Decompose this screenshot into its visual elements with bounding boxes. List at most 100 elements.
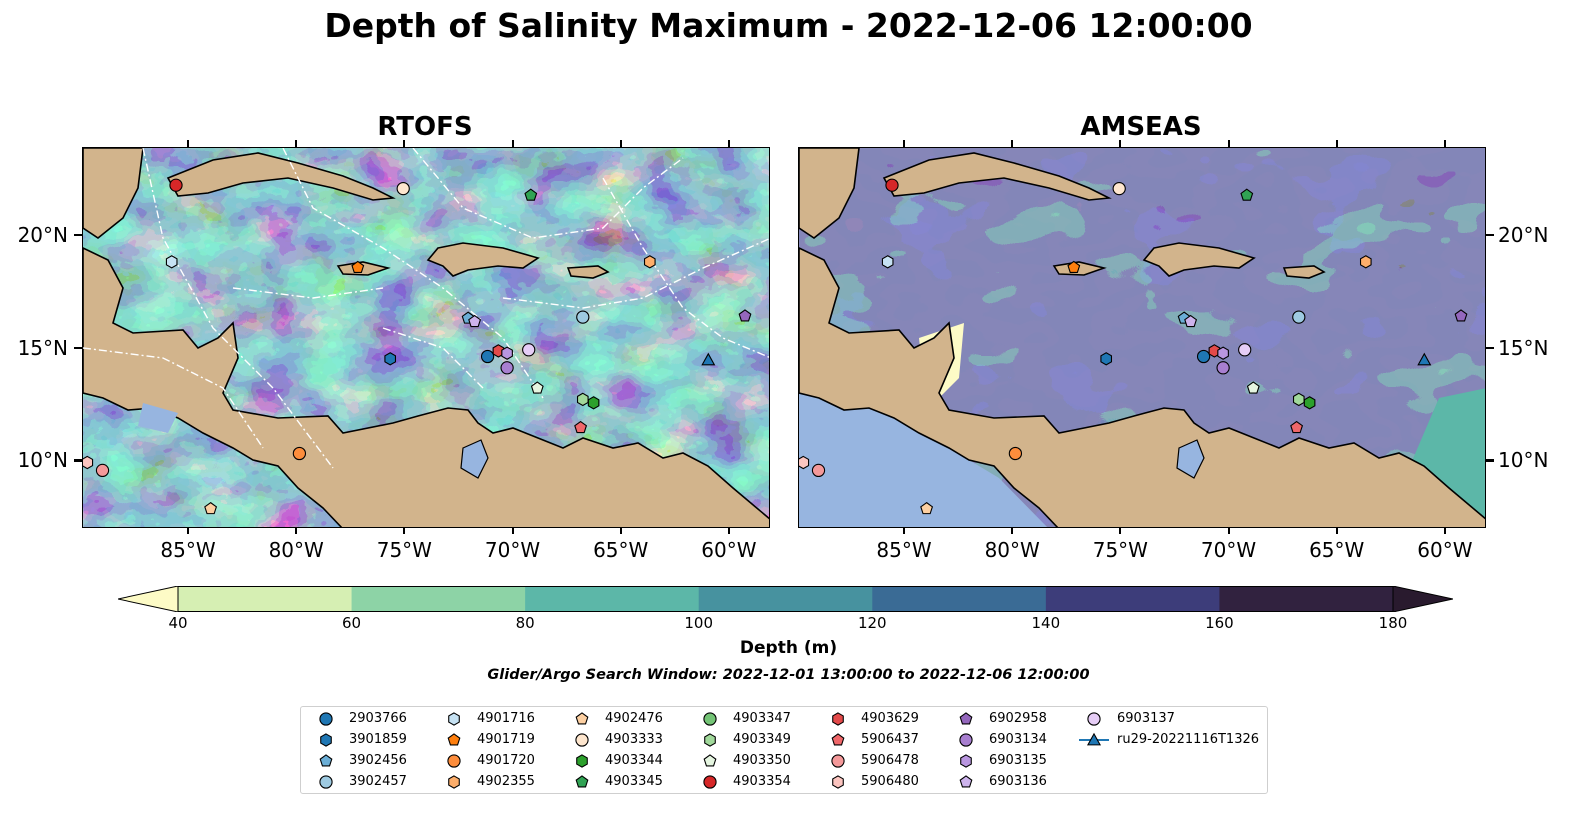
x-tick-label: 65°W [1309,538,1365,562]
float-marker-ru29-20221116T1326[interactable] [701,352,716,366]
float-marker-3902457[interactable] [1292,310,1306,324]
panel-title-amseas: AMSEAS [1080,112,1202,142]
legend-label: 4901719 [477,732,535,747]
map-rtofs[interactable] [82,147,770,528]
float-marker-4903345[interactable] [1240,188,1254,201]
float-marker-4903344[interactable] [1303,396,1316,410]
legend-symbol [704,732,716,747]
x-tick-label: 80°W [268,538,324,562]
float-marker-5906478[interactable] [95,463,110,478]
float-marker-5906437[interactable] [574,420,588,434]
float-marker-6902958[interactable] [1454,309,1468,322]
float-marker-3901859[interactable] [384,352,397,366]
float-marker-5906478[interactable] [811,463,826,478]
float-marker-4902355[interactable] [1359,255,1372,269]
float-marker-6903136[interactable] [1184,314,1198,328]
float-marker-4903354[interactable] [169,178,183,192]
legend-label: 4903629 [861,711,919,726]
float-marker-5906480[interactable] [83,455,94,470]
legend-item: 4902355 [439,771,535,792]
legend-symbol [703,753,717,766]
map-amseas-canvas [799,148,1485,527]
legend-symbol [575,732,589,747]
float-marker-4903345[interactable] [524,188,538,201]
float-marker-4903350[interactable] [1246,381,1260,394]
float-marker-4901720[interactable] [292,446,307,461]
legend-symbol [576,753,588,768]
float-marker-4902355[interactable] [643,255,656,269]
x-tick-label: 60°W [701,538,757,562]
float-marker-5906437[interactable] [1290,420,1304,434]
float-marker-5906480[interactable] [799,455,810,470]
float-marker-3901859[interactable] [1100,352,1113,366]
colorbar-bin [698,586,873,612]
colorbar-bin [351,586,526,612]
float-marker-6903135[interactable] [1217,346,1229,360]
x-tick-mark [295,527,298,534]
x-tick-mark [1335,527,1338,534]
x-tick-mark-top [1227,140,1230,147]
legend-symbol [831,753,845,768]
legend-item: 3902457 [311,771,407,792]
float-marker-4901720[interactable] [1008,446,1023,461]
colorbar-tick-label: 160 [1205,614,1234,632]
x-tick-mark-top [619,140,622,147]
x-tick-mark-top [727,140,730,147]
float-marker-4903350[interactable] [530,381,544,394]
legend-symbol [831,732,845,745]
float-marker-6903136[interactable] [468,314,482,328]
float-marker-4903349[interactable] [576,392,589,407]
legend-label: 4903347 [733,711,791,726]
legend-symbol [320,732,332,747]
float-marker-4901716[interactable] [165,255,178,269]
legend-label: 4902355 [477,774,535,789]
float-marker-4902476[interactable] [920,501,934,515]
float-marker-4903354[interactable] [885,178,899,192]
legend-label: 6902958 [989,711,1047,726]
float-marker-4901719[interactable] [351,260,365,273]
y-tick-mark [74,233,82,237]
colorbar-bin [178,586,353,612]
legend-item: 2903766 [311,708,407,729]
y-tick-mark [74,459,82,462]
float-marker-4901719[interactable] [1067,260,1081,273]
float-marker-6903135[interactable] [501,346,513,360]
float-marker-3902457[interactable] [576,310,590,324]
float-marker-6902958[interactable] [738,309,752,322]
colorbar-label: Depth (m) [739,638,838,658]
legend-symbol [575,774,589,787]
legend-symbol [319,711,333,726]
float-marker-6903137[interactable] [1238,343,1252,357]
float-marker-4903629[interactable] [492,344,505,358]
amseas-lake-maracaibo [1176,439,1205,479]
float-marker-4901716[interactable] [881,255,894,269]
legend-item: ru29-20221116T1326 [1079,729,1259,750]
legend-item: 6903136 [951,771,1047,792]
legend-label: 4903345 [605,774,663,789]
rtofs-lake-nicaragua [138,403,178,433]
legend-symbol [832,774,844,789]
colorbar-extend-high [1392,585,1454,613]
figure-title: Depth of Salinity Maximum - 2022-12-06 1… [324,6,1253,45]
float-marker-2903766[interactable] [480,349,495,364]
float-marker-ru29-20221116T1326[interactable] [1417,352,1432,366]
float-marker-6903137[interactable] [522,343,536,357]
float-marker-6903134[interactable] [1216,361,1230,375]
map-amseas[interactable] [798,147,1486,528]
float-marker-4903333[interactable] [396,181,410,196]
legend-label: 4903350 [733,753,791,768]
legend-label: 4901720 [477,753,535,768]
x-tick-mark-top [1119,140,1122,147]
float-marker-4903349[interactable] [1292,392,1305,407]
legend-item: 5906480 [823,771,919,792]
float-marker-4903333[interactable] [1112,181,1126,196]
x-tick-mark-top [903,140,905,147]
float-marker-4902476[interactable] [204,501,218,515]
float-marker-6903134[interactable] [500,361,514,375]
float-marker-4903629[interactable] [1208,344,1221,358]
x-tick-label: 70°W [1200,538,1257,562]
float-marker-4903344[interactable] [587,396,600,410]
float-marker-2903766[interactable] [1196,349,1211,364]
legend-label: 6903135 [989,753,1047,768]
legend-label: 4903344 [605,753,663,768]
